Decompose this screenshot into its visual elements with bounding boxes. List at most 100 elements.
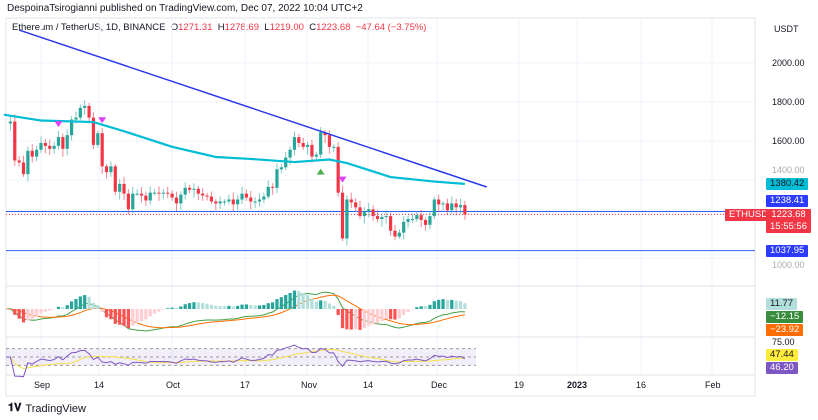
candle-body [340,192,345,239]
macd-histogram-bar [126,309,130,329]
candle-body [161,192,165,194]
close-value: 1223.68 [316,22,351,33]
candle-body [423,219,428,225]
candle-body [428,216,432,225]
macd-histogram-bar [35,309,39,317]
candle-body [244,193,248,198]
macd-histogram-bar [349,309,353,330]
candle-body [227,199,231,202]
candle-body [458,205,463,208]
candle-body [249,197,253,202]
time-tick: Nov [301,380,318,390]
rsi-upper-tick: 75.00 [772,337,795,347]
time-tick: 14 [94,380,105,390]
candle-body [35,149,39,157]
macd-histogram-bar [109,309,113,320]
candle-body [196,188,200,194]
candle-body [183,187,187,195]
macd-histogram-bar [332,305,336,309]
symbol-legend: Ethereum / TetherUS, 1D, BINANCE O1271.3… [12,22,426,33]
candle-body [266,186,270,197]
candle-body [21,162,26,175]
macd-histogram-bar [445,300,450,309]
change-value: −47.64 (−3.75%) [355,22,427,33]
macd-histogram-bar [87,296,91,309]
candle-body [297,137,301,143]
high-value: 1278.69 [224,22,259,33]
last-price-tag: 1223.68 15:55:56 [766,209,811,233]
candle-body [96,133,100,145]
buy-signal-icon [316,168,325,175]
candle-body [8,121,13,124]
candle-body [83,105,87,108]
candle-body [332,146,336,148]
open-label: O [170,22,179,33]
candle-body [74,117,78,120]
candle-body [389,216,393,231]
currency-label: USDT [774,24,799,34]
candle-body [104,166,109,173]
macd-histogram-bar [139,309,144,321]
candle-body [122,183,126,194]
macd-histogram-bar [13,309,17,315]
macd-histogram-bar [340,309,345,329]
candle-body [153,192,157,194]
macd-histogram-bar [122,309,126,326]
candle-body [56,137,61,146]
macd-histogram-bar [389,309,393,320]
macd-histogram-bar [78,296,82,309]
macd-histogram-bar [174,307,179,309]
candle-body [30,150,34,157]
candle-body [166,192,170,194]
macd-histogram-bar [74,299,78,309]
macd-histogram-bar [375,309,380,324]
candle-body [384,216,388,218]
macd-signal-line [6,294,465,329]
macd-histogram-bar [8,308,13,310]
time-tick: 14 [363,380,374,390]
brand-name: TradingView [25,402,86,415]
candle-body [13,121,17,161]
candle-body [78,107,82,118]
candle-body [170,193,174,198]
candle-body [345,199,349,239]
macd-histogram-bar [48,309,52,311]
price-tick: 1800.00 [772,97,805,107]
sell-signal-icon [98,117,107,124]
candle-body [240,193,244,200]
macd-histogram-bar [271,302,275,309]
candle-body [48,145,52,149]
candle-body [271,186,275,188]
macd-histogram-bar [310,298,314,309]
macd-histogram-bar [410,309,415,310]
low-label: L [264,22,270,33]
macd-histogram-bar [183,304,187,309]
candle-body [323,132,327,136]
candle-body [17,160,21,163]
candle-body [148,192,152,201]
last-price: 1223.68 [771,209,806,220]
macd-histogram-bar [358,309,362,330]
candle-body [131,193,135,210]
macd-histogram-bar [262,304,266,309]
macd-histogram-bar [209,304,214,309]
macd-histogram-bar [288,293,292,309]
bar-countdown: 15:55:56 [770,221,807,232]
candle-body [310,144,314,157]
macd-histogram-bar [244,304,248,309]
macd-histogram-bar [336,309,340,316]
candle-body [362,211,366,217]
macd-histogram-bar [201,303,205,309]
candle-body [43,142,47,146]
macd-histogram-bar [131,309,135,326]
candle-body [463,205,467,215]
macd-histogram-bar [187,303,192,309]
candle-body [100,133,104,167]
tradingview-logo[interactable]: 𝟏𝐕 TradingView [8,402,86,415]
macd-histogram-bar [43,309,47,312]
candle-body [415,215,419,219]
candle-body [65,135,69,149]
candle-body [419,215,423,220]
macd-histogram-bar [170,307,174,309]
